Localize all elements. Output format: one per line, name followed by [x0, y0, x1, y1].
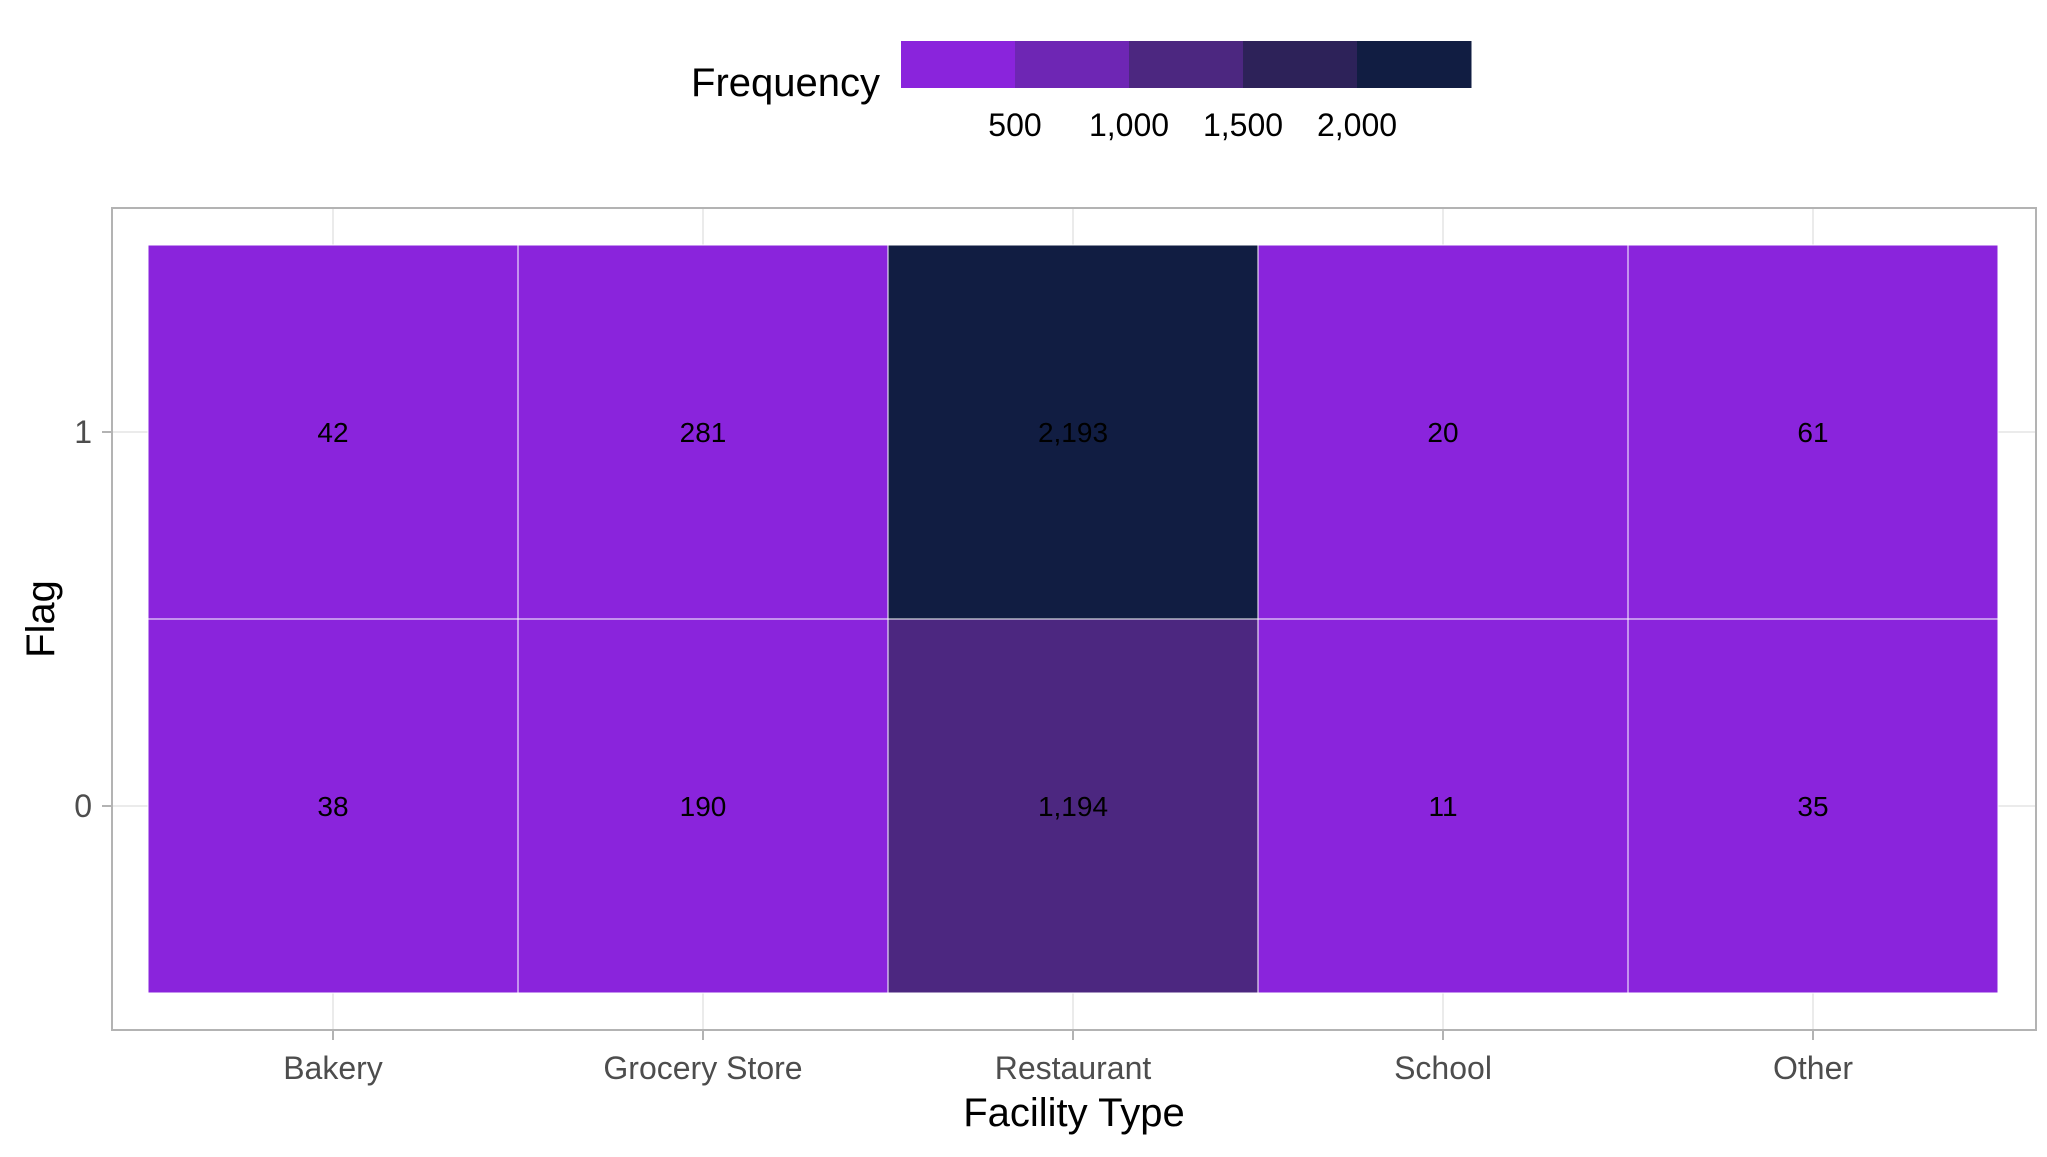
legend-swatches — [901, 41, 1472, 88]
tile-restaurant-flag-0 — [887, 618, 1259, 994]
legend-tick-label-1-500: 1,500 — [1203, 107, 1283, 143]
cell-label-other-flag-0: 35 — [1797, 791, 1828, 822]
tile-other-flag-1 — [1627, 244, 1999, 620]
tile-bakery-flag-0 — [147, 618, 519, 994]
legend-tick-label-1-000: 1,000 — [1089, 107, 1169, 143]
x-tick-label-restaurant: Restaurant — [995, 1050, 1152, 1086]
cell-label-restaurant-flag-0: 1,194 — [1038, 791, 1108, 822]
cell-label-grocery-store-flag-1: 281 — [680, 417, 727, 448]
cell-label-restaurant-flag-1: 2,193 — [1038, 417, 1108, 448]
x-axis-title: Facility Type — [963, 1091, 1185, 1135]
legend-swatch-4 — [1243, 41, 1358, 88]
cell-label-bakery-flag-1: 42 — [317, 417, 348, 448]
tile-other-flag-0 — [1627, 618, 1999, 994]
y-tick-label-1: 1 — [74, 414, 92, 450]
legend-ticks: 500 1,000 1,500 2,000 — [988, 107, 1397, 143]
cell-labels: 42 281 2,193 20 61 38 190 1,194 11 35 — [317, 417, 1828, 822]
legend-tick-label-2-000: 2,000 — [1317, 107, 1397, 143]
legend-swatch-2 — [1015, 41, 1130, 88]
tile-school-flag-1 — [1257, 244, 1629, 620]
cell-label-other-flag-1: 61 — [1797, 417, 1828, 448]
y-axis-title: Flag — [19, 580, 63, 658]
cell-label-bakery-flag-0: 38 — [317, 791, 348, 822]
x-axis: Bakery Grocery Store Restaurant School Other — [283, 1030, 1853, 1086]
x-tick-label-other: Other — [1773, 1050, 1853, 1086]
y-axis: 10 — [74, 414, 112, 824]
cell-label-school-flag-1: 20 — [1427, 417, 1458, 448]
y-tick-label-0: 0 — [74, 788, 92, 824]
tile-grocery-store-flag-0 — [517, 618, 889, 994]
legend-title: Frequency — [691, 61, 880, 105]
plot-panel: 42 281 2,193 20 61 38 190 1,194 11 35 — [111, 207, 2037, 1031]
tile-grocery-store-flag-1 — [517, 244, 889, 620]
legend-swatch-3 — [1129, 41, 1244, 88]
legend: Frequency 500 1,000 1,500 2,000 — [691, 41, 1472, 143]
tile-school-flag-0 — [1257, 618, 1629, 994]
x-tick-label-school: School — [1394, 1050, 1492, 1086]
legend-tick-label-500: 500 — [988, 107, 1041, 143]
x-tick-label-bakery: Bakery — [283, 1050, 383, 1086]
legend-swatch-1 — [901, 41, 1016, 88]
legend-swatch-5 — [1357, 41, 1472, 88]
tile-restaurant-flag-1 — [887, 244, 1259, 620]
cell-label-school-flag-0: 11 — [1428, 791, 1457, 822]
cell-label-grocery-store-flag-0: 190 — [680, 791, 727, 822]
heatmap-tiles — [147, 244, 1999, 994]
x-tick-label-grocery-store: Grocery Store — [603, 1050, 802, 1086]
